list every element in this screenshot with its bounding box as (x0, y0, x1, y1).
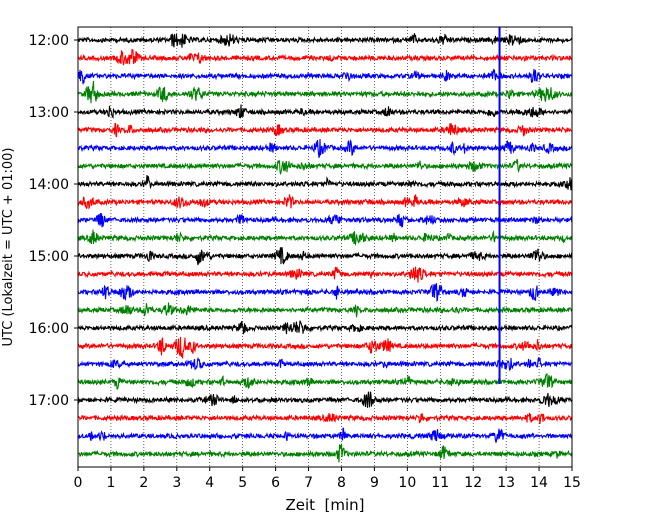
x-axis-label: Zeit [min] (285, 496, 364, 514)
x-tick-label: 0 (74, 475, 83, 491)
x-tick-label: 5 (238, 475, 247, 491)
trace-1615 (77, 336, 573, 359)
trace-1500 (77, 247, 573, 266)
trace-1630 (77, 356, 573, 372)
trace-1530 (77, 283, 573, 303)
plot-area (78, 27, 572, 467)
x-tick-label: 9 (370, 475, 379, 491)
vertical-grid (110, 27, 540, 467)
trace-1445 (77, 229, 573, 247)
trace-1645 (77, 373, 573, 390)
x-tick-label: 15 (563, 475, 581, 491)
trace-group (77, 33, 573, 463)
trace-1545 (77, 302, 573, 318)
x-tick-label: 1 (106, 475, 115, 491)
y-tick-label: 15:00 (29, 249, 69, 265)
trace-1300 (77, 104, 573, 120)
x-tick-label: 13 (497, 475, 515, 491)
x-tick-label: 11 (431, 475, 449, 491)
trace-1600 (77, 320, 573, 335)
trace-1400 (77, 175, 573, 191)
trace-1745 (77, 443, 573, 463)
plot-frame (77, 26, 573, 468)
x-tick-label: 14 (530, 475, 548, 491)
y-axis-ticks: 12:00 13:00 14:00 15:00 16:00 17:00 (29, 33, 78, 409)
trace-1245 (77, 80, 573, 104)
y-axis-label: UTC (Lokalzeit = UTC + 01:00) (1, 148, 16, 347)
trace-1330 (77, 139, 573, 158)
y-tick-label: 12:00 (29, 33, 69, 49)
y-tick-label: 14:00 (29, 177, 69, 193)
y-tick-label: 16:00 (29, 321, 69, 337)
trace-1215 (77, 48, 573, 66)
x-tick-label: 3 (172, 475, 181, 491)
x-tick-label: 8 (337, 475, 346, 491)
x-tick-label: 7 (304, 475, 313, 491)
trace-1730 (77, 427, 573, 443)
x-tick-label: 10 (398, 475, 416, 491)
x-tick-label: 2 (139, 475, 148, 491)
trace-1200 (77, 33, 573, 48)
x-axis-ticks: 0 1 2 3 4 5 6 7 8 9 10 11 12 13 14 15 (74, 467, 581, 491)
trace-1430 (77, 213, 573, 228)
x-tick-label: 4 (205, 475, 214, 491)
trace-1230 (77, 68, 573, 85)
trace-1345 (77, 158, 573, 175)
y-tick-label: 17:00 (29, 393, 69, 409)
trace-1700 (77, 391, 573, 408)
x-tick-label: 12 (464, 475, 482, 491)
trace-1715 (77, 412, 573, 424)
x-tick-label: 6 (271, 475, 280, 491)
trace-1515 (77, 266, 573, 283)
y-tick-label: 13:00 (29, 105, 69, 121)
trace-1415 (77, 194, 573, 210)
trace-1315 (77, 122, 573, 138)
